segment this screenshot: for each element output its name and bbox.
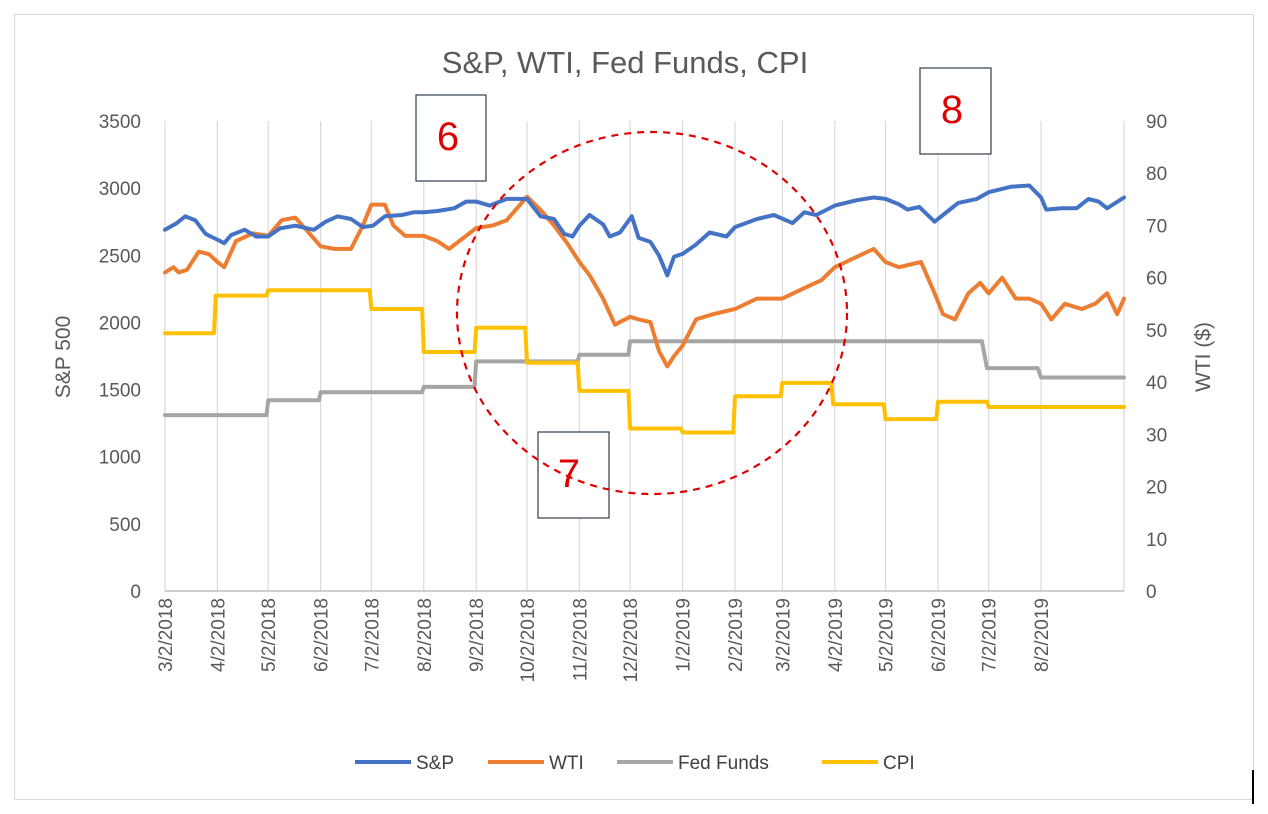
x-tick-label: 5/2/2018 — [259, 598, 280, 672]
legend-label-wti: WTI — [549, 753, 584, 774]
x-axis: 3/2/2018 4/2/2018 5/2/2018 6/2/2018 7/2/2018… — [156, 598, 1053, 683]
right-tick-label: 60 — [1146, 269, 1167, 290]
left-tick-label: 3000 — [99, 179, 141, 200]
left-tick-label: 0 — [130, 582, 141, 603]
series-layer — [163, 183, 1126, 435]
grid — [164, 121, 1125, 591]
x-tick-label: 3/2/2019 — [773, 598, 794, 672]
left-axis: 0 500 1000 1500 2000 2500 3000 3500 — [99, 112, 141, 603]
annotation-box-6: 6 — [415, 94, 487, 182]
x-tick-label: 4/2/2019 — [826, 598, 847, 672]
right-tick-label: 30 — [1146, 425, 1167, 446]
right-tick-label: 80 — [1146, 164, 1167, 185]
annotation-box-8: 8 — [919, 67, 992, 155]
left-tick-label: 500 — [109, 515, 141, 536]
annotation-7-label: 7 — [558, 452, 580, 496]
chart-frame — [14, 14, 1254, 800]
left-tick-label: 1500 — [99, 381, 141, 402]
x-tick-label: 7/2/2019 — [980, 598, 1001, 672]
x-tick-label: 9/2/2018 — [467, 598, 488, 672]
x-tick-label: 6/2/2019 — [929, 598, 950, 672]
x-tick-label: 8/2/2018 — [415, 598, 436, 672]
left-tick-label: 2000 — [99, 313, 141, 334]
annotation-6-label: 6 — [437, 115, 459, 159]
right-tick-label: 70 — [1146, 216, 1167, 237]
annotation-8-label: 8 — [941, 88, 963, 132]
x-tick-label: 3/2/2018 — [156, 598, 177, 672]
left-tick-label: 1000 — [99, 448, 141, 469]
legend-label-s-p: S&P — [416, 753, 454, 774]
series-line-s-p — [163, 183, 1126, 278]
x-tick-label: 4/2/2018 — [208, 598, 229, 672]
x-tick-label: 10/2/2018 — [518, 598, 539, 683]
annotation-box-7: 7 — [537, 431, 610, 519]
edge-mark — [1252, 770, 1254, 804]
right-axis-title: WTI ($) — [1192, 322, 1215, 392]
x-tick-label: 8/2/2019 — [1032, 598, 1053, 672]
right-tick-label: 50 — [1146, 321, 1167, 342]
right-tick-label: 40 — [1146, 373, 1167, 394]
series-line-cpi — [163, 288, 1126, 435]
right-tick-label: 20 — [1146, 478, 1167, 499]
x-tick-label: 6/2/2018 — [312, 598, 333, 672]
x-tick-label: 7/2/2018 — [362, 598, 383, 672]
series-line-fed-funds — [163, 339, 1126, 418]
x-tick-label: 1/2/2019 — [674, 598, 695, 672]
legend-label-fed-funds: Fed Funds — [678, 753, 769, 774]
annotation-dashed-circle — [455, 130, 849, 496]
series-line-wti — [163, 194, 1126, 369]
x-tick-label: 2/2/2019 — [726, 598, 747, 672]
right-tick-label: 0 — [1146, 582, 1157, 603]
x-tick-label: 11/2/2018 — [570, 598, 591, 681]
x-tick-label: 5/2/2019 — [877, 598, 898, 672]
x-tick-label: 12/2/2018 — [621, 598, 642, 683]
legend: S&P WTI Fed Funds CPI — [355, 753, 915, 774]
right-axis: 0 10 20 30 40 50 60 70 80 90 — [1146, 112, 1167, 603]
left-tick-label: 2500 — [99, 246, 141, 267]
right-tick-label: 90 — [1146, 112, 1167, 133]
left-axis-title: S&P 500 — [52, 316, 75, 399]
left-tick-label: 3500 — [99, 112, 141, 133]
chart-title: S&P, WTI, Fed Funds, CPI — [442, 45, 808, 80]
legend-label-cpi: CPI — [883, 753, 915, 774]
right-tick-label: 10 — [1146, 530, 1167, 551]
